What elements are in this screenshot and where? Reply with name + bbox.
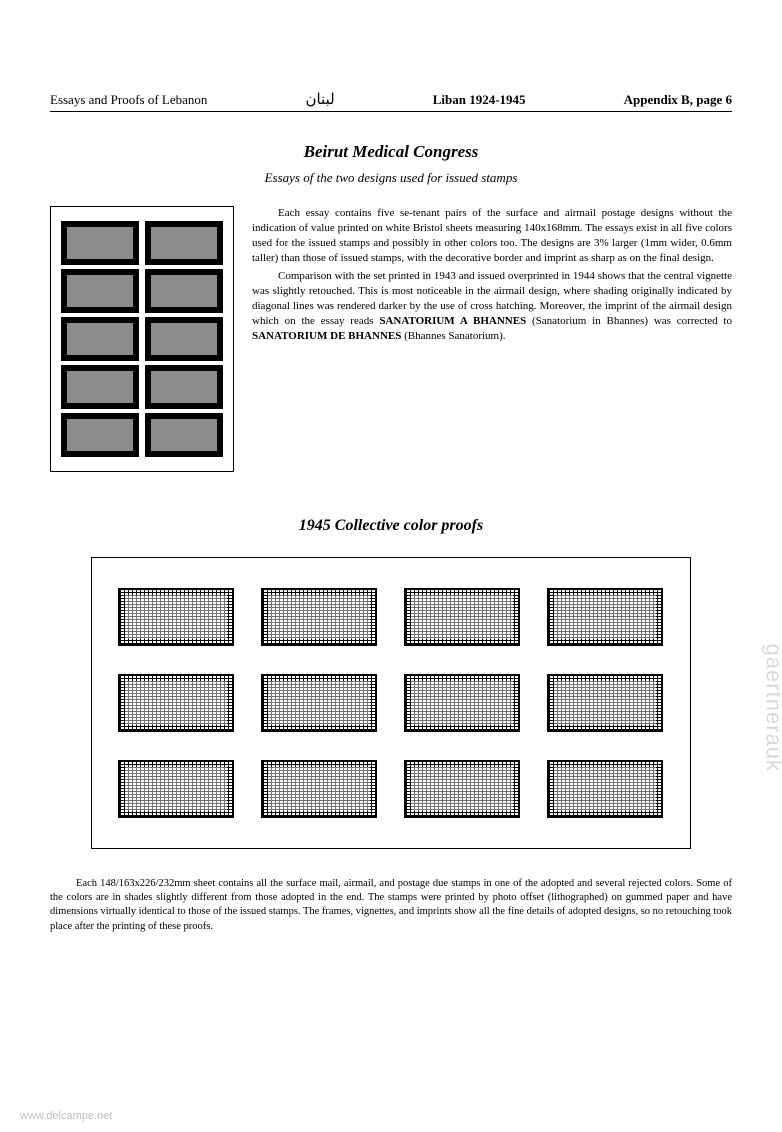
- proof-stamp: [547, 760, 663, 818]
- p2b: SANATORIUM A BHANNES: [379, 315, 526, 327]
- section1-subtitle: Essays of the two designs used for issue…: [50, 170, 732, 186]
- proof-stamp: [118, 588, 234, 646]
- watermark-side: gaertnerauk: [760, 644, 782, 772]
- proof-stamp: [404, 588, 520, 646]
- essay-stamp: [145, 269, 223, 313]
- section1-para1: Each essay contains five se-tenant pairs…: [252, 206, 732, 265]
- section1-title: Beirut Medical Congress: [50, 142, 732, 162]
- section2-footer: Each 148/163x226/232mm sheet contains al…: [50, 877, 732, 934]
- proof-stamp: [404, 674, 520, 732]
- proof-stamp: [261, 760, 377, 818]
- essay-stamp: [145, 221, 223, 265]
- header-mid: Liban 1924-1945: [433, 92, 526, 108]
- proof-stamp: [118, 674, 234, 732]
- section1-text: Each essay contains five se-tenant pairs…: [252, 206, 732, 472]
- p2e: (Bhannes Sanatorium).: [401, 330, 505, 342]
- header-left: Essays and Proofs of Lebanon: [50, 92, 207, 108]
- proof-stamp-block: [91, 557, 691, 849]
- page-header: Essays and Proofs of Lebanon لبنان Liban…: [50, 90, 732, 112]
- essay-stamp-block: [50, 206, 234, 472]
- proof-stamp: [547, 674, 663, 732]
- essay-stamp: [61, 269, 139, 313]
- proof-stamp: [404, 760, 520, 818]
- essay-stamp: [145, 365, 223, 409]
- essay-stamp: [61, 221, 139, 265]
- essay-stamp: [61, 365, 139, 409]
- header-arabic: لبنان: [305, 90, 334, 109]
- p2d: SANATORIUM DE BHANNES: [252, 330, 401, 342]
- section1-body: Each essay contains five se-tenant pairs…: [50, 206, 732, 472]
- proof-stamp: [547, 588, 663, 646]
- essay-stamp: [61, 317, 139, 361]
- header-right: Appendix B, page 6: [624, 92, 732, 108]
- essay-stamp: [145, 317, 223, 361]
- p2c: (Sanatorium in Bhannes) was corrected to: [526, 315, 732, 327]
- essay-stamp: [61, 413, 139, 457]
- section2-title: 1945 Collective color proofs: [50, 517, 732, 535]
- essay-stamp: [145, 413, 223, 457]
- watermark-bottom: www.delcampe.net: [20, 1110, 112, 1122]
- proof-stamp: [118, 760, 234, 818]
- document-page: Essays and Proofs of Lebanon لبنان Liban…: [0, 0, 782, 974]
- section1-para2: Comparison with the set printed in 1943 …: [252, 269, 732, 343]
- proof-stamp: [261, 588, 377, 646]
- proof-stamp: [261, 674, 377, 732]
